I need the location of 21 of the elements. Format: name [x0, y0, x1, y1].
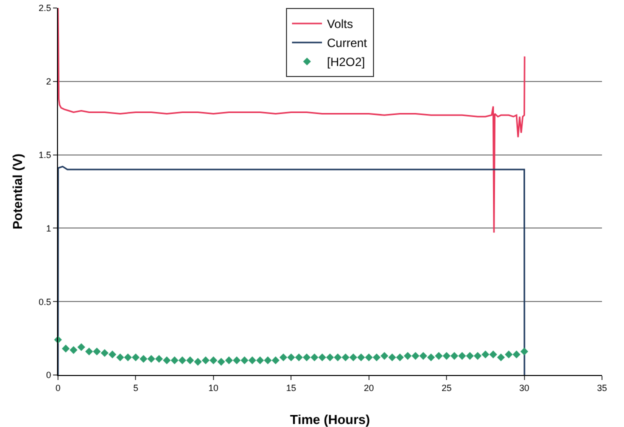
legend-label: Volts [327, 17, 354, 32]
line-series [58, 8, 526, 234]
x-tick-label: 20 [364, 382, 374, 393]
x-tick-label: 25 [442, 382, 452, 393]
x-tick-label: 10 [208, 382, 218, 393]
y-axis-title: Potential (V) [10, 154, 25, 230]
y-tick-label: 0 [46, 370, 52, 380]
x-tick-label: 35 [596, 382, 608, 393]
y-tick-label: 1 [46, 223, 52, 234]
x-tick-label: 5 [133, 382, 138, 393]
x-tick-label: 30 [519, 382, 530, 393]
x-tick-label: 0 [55, 382, 61, 393]
x-axis-title: Time (Hours) [290, 412, 370, 427]
line-series [58, 166, 526, 375]
y-tick-label: 1.5 [38, 150, 52, 160]
x-tick-label: 15 [286, 382, 296, 393]
legend-label: [H2O2] [327, 55, 366, 70]
y-tick-label: 2.5 [38, 3, 52, 14]
y-tick-label: 2 [46, 76, 52, 87]
y-tick-label: 0.5 [38, 296, 52, 307]
legend-label: Current [327, 36, 368, 50]
